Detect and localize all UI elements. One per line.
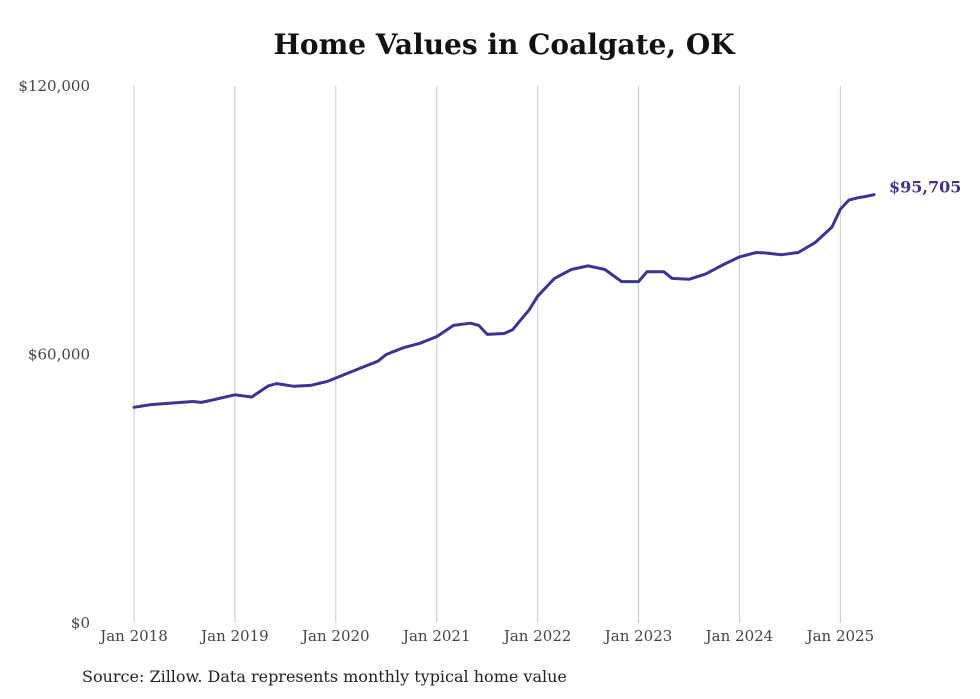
y-tick-label: $0 — [71, 614, 90, 632]
series-line — [132, 193, 876, 409]
series — [132, 193, 876, 409]
y-tick-label: $120,000 — [18, 77, 90, 95]
y-tick-label: $60,000 — [28, 346, 90, 364]
x-tick-label: Jan 2018 — [98, 627, 168, 645]
x-tick-label: Jan 2024 — [704, 627, 774, 645]
gridlines — [133, 86, 841, 623]
y-axis-ticks: $0 $60,000 $120,000 — [18, 77, 90, 632]
x-tick-label: Jan 2019 — [199, 627, 269, 645]
chart-title: Home Values in Coalgate, OK — [273, 28, 735, 61]
x-axis-ticks: Jan 2018 Jan 2019 Jan 2020 Jan 2021 Jan 2022… — [98, 627, 874, 645]
x-tick-label: Jan 2021 — [401, 627, 471, 645]
x-tick-label: Jan 2025 — [805, 627, 875, 645]
data-labels: $95,705 — [889, 178, 961, 197]
x-tick-label: Jan 2023 — [603, 627, 673, 645]
source-note: Source: Zillow. Data represents monthly … — [82, 667, 567, 686]
x-tick-label: Jan 2020 — [300, 627, 370, 645]
x-tick-label: Jan 2022 — [502, 627, 572, 645]
end-value-label: $95,705 — [889, 178, 961, 197]
